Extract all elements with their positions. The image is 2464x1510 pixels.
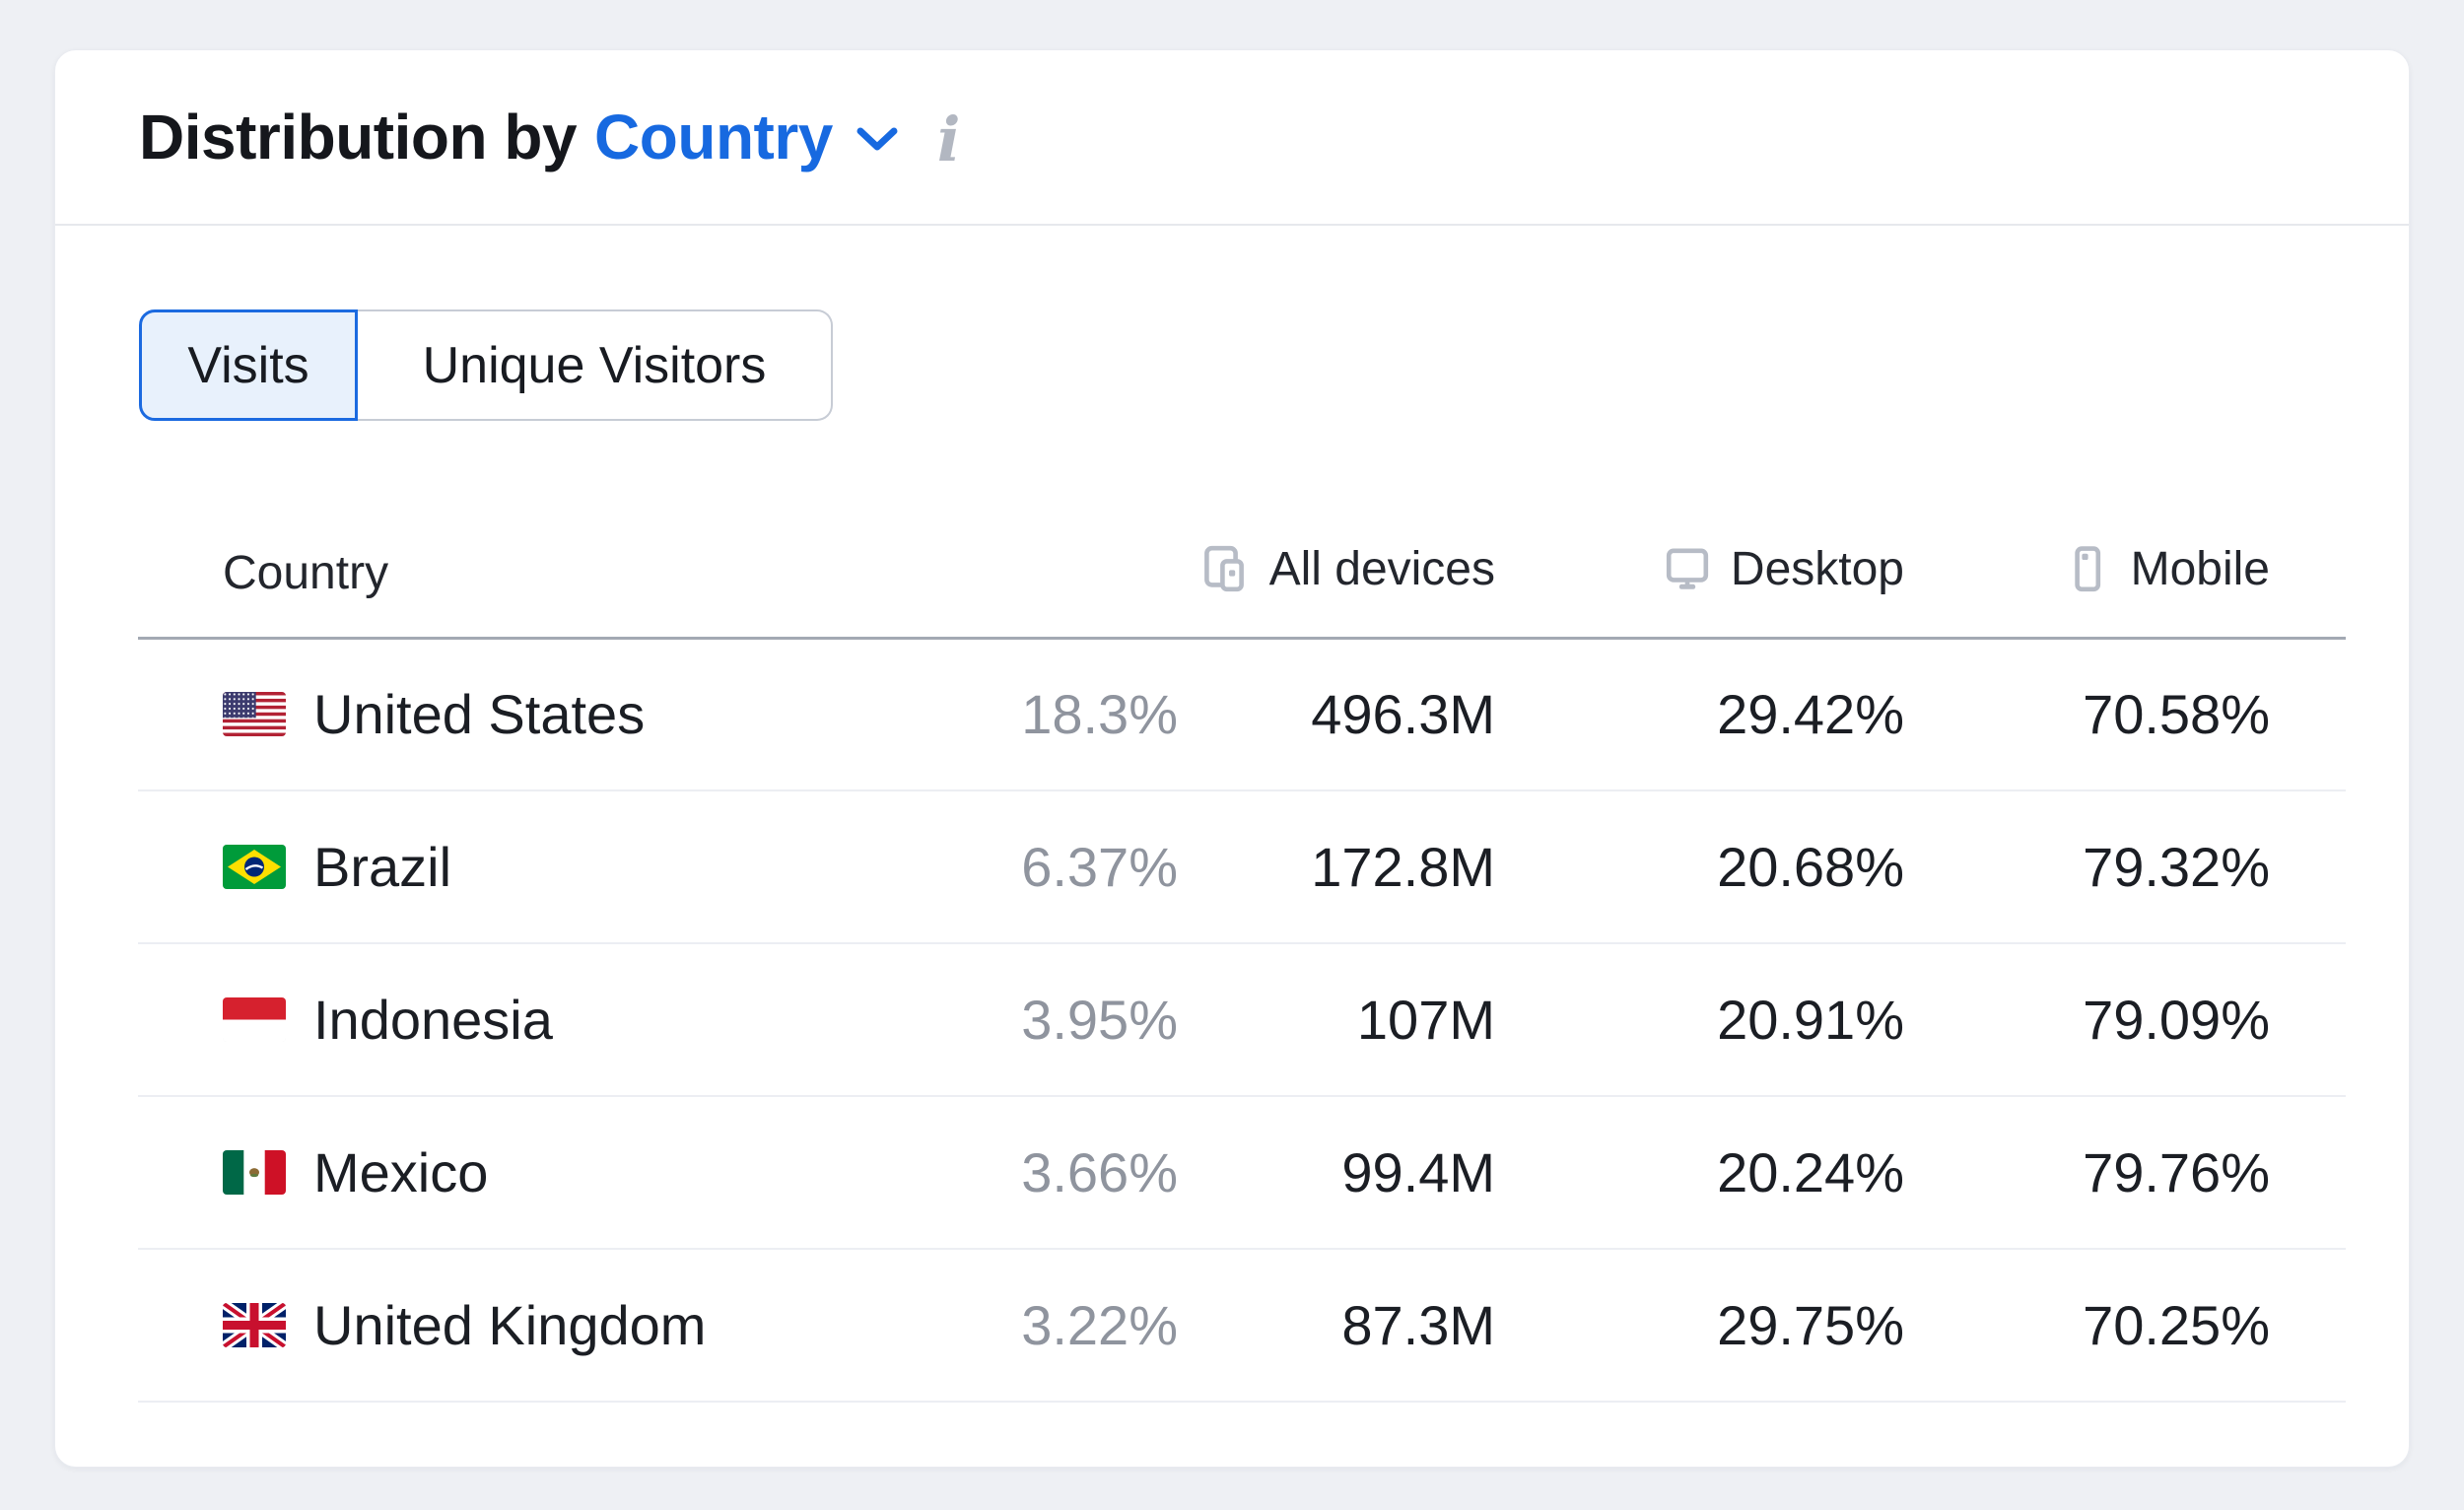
visits-value: 99.4M bbox=[1341, 1141, 1495, 1203]
share-value: 3.95% bbox=[1021, 989, 1178, 1051]
share-value: 18.3% bbox=[1021, 683, 1178, 746]
distribution-panel: Distribution by Country i Visits Unique … bbox=[54, 49, 2410, 1468]
uk-flag-icon bbox=[223, 1303, 286, 1347]
devices-icon bbox=[1202, 545, 1250, 592]
mobile-value: 79.76% bbox=[2083, 1141, 2270, 1203]
share-value: 6.37% bbox=[1021, 836, 1178, 898]
table-row: Brazil 6.37% 172.8M 20.68% 79.32% bbox=[138, 790, 2346, 943]
country-distribution-table: Country All devices bbox=[138, 510, 2346, 1403]
mobile-value: 79.09% bbox=[2083, 989, 2270, 1051]
tab-visits-label: Visits bbox=[187, 336, 309, 394]
country-name: United Kingdom bbox=[313, 1294, 707, 1356]
brazil-flag-icon bbox=[223, 845, 286, 889]
country-name: Indonesia bbox=[313, 989, 553, 1051]
desktop-icon bbox=[1664, 545, 1711, 592]
desktop-value: 20.24% bbox=[1717, 1141, 1904, 1203]
table-header-row: Country All devices bbox=[138, 510, 2346, 638]
column-header-all-devices: All devices bbox=[828, 510, 1495, 638]
dimension-selector[interactable]: Country bbox=[594, 101, 900, 173]
info-icon[interactable]: i bbox=[936, 103, 961, 175]
column-header-desktop-label: Desktop bbox=[1730, 542, 1904, 595]
desktop-value: 29.75% bbox=[1717, 1294, 1904, 1356]
desktop-value: 29.42% bbox=[1717, 683, 1904, 746]
mobile-value: 70.58% bbox=[2083, 683, 2270, 746]
column-header-all-devices-label: All devices bbox=[1268, 542, 1495, 595]
table-row: United States 18.3% 496.3M 29.42% 70.58% bbox=[138, 638, 2346, 790]
column-header-desktop: Desktop bbox=[1495, 510, 1904, 638]
table-row: United Kingdom 3.22% 87.3M 29.75% 70.25% bbox=[138, 1249, 2346, 1402]
share-value: 3.22% bbox=[1021, 1294, 1178, 1356]
mobile-icon bbox=[2064, 545, 2111, 592]
column-header-mobile: Mobile bbox=[1904, 510, 2346, 638]
column-header-country: Country bbox=[223, 546, 389, 599]
share-value: 3.66% bbox=[1021, 1141, 1178, 1203]
table-row: Mexico 3.66% 99.4M 20.24% 79.76% bbox=[138, 1096, 2346, 1249]
tab-unique-visitors[interactable]: Unique Visitors bbox=[358, 309, 833, 421]
mexico-flag-icon bbox=[223, 1150, 286, 1195]
mobile-value: 79.32% bbox=[2083, 836, 2270, 898]
column-header-mobile-label: Mobile bbox=[2130, 542, 2270, 595]
visits-value: 87.3M bbox=[1341, 1294, 1495, 1356]
visits-value: 496.3M bbox=[1311, 683, 1495, 746]
country-name: Brazil bbox=[313, 836, 452, 898]
metric-tabs: Visits Unique Visitors bbox=[139, 309, 833, 421]
table-row: Indonesia 3.95% 107M 20.91% 79.09% bbox=[138, 943, 2346, 1096]
dimension-selector-label[interactable]: Country bbox=[594, 102, 833, 172]
us-flag-icon bbox=[223, 692, 286, 737]
panel-title: Distribution by bbox=[139, 102, 578, 172]
desktop-value: 20.68% bbox=[1717, 836, 1904, 898]
indonesia-flag-icon bbox=[223, 997, 286, 1042]
desktop-value: 20.91% bbox=[1717, 989, 1904, 1051]
panel-header: Distribution by Country i bbox=[55, 50, 2409, 226]
chevron-down-icon[interactable] bbox=[855, 126, 900, 159]
country-name: United States bbox=[313, 683, 646, 746]
visits-value: 107M bbox=[1356, 989, 1495, 1051]
tab-visits[interactable]: Visits bbox=[139, 309, 358, 421]
mobile-value: 70.25% bbox=[2083, 1294, 2270, 1356]
tab-unique-visitors-label: Unique Visitors bbox=[422, 336, 767, 394]
visits-value: 172.8M bbox=[1311, 836, 1495, 898]
country-name: Mexico bbox=[313, 1141, 489, 1203]
